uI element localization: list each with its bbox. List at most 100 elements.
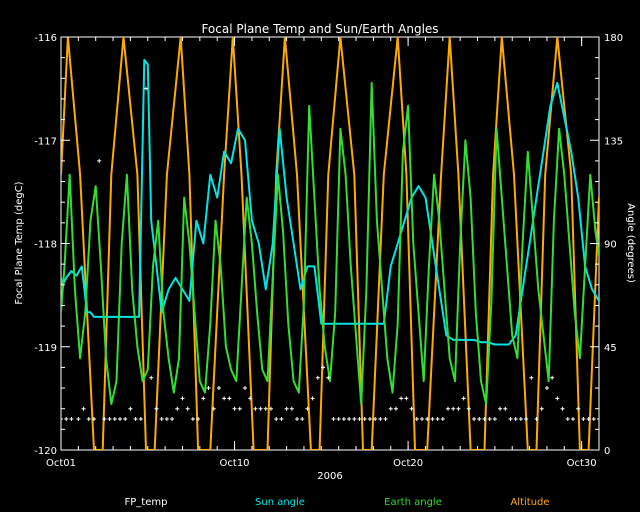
x-tick-label: Oct10 — [220, 458, 250, 469]
fp-temp-point — [409, 406, 414, 411]
fp-temp-point — [393, 406, 398, 411]
fp-temp-point — [440, 417, 445, 422]
fp-temp-point — [425, 417, 430, 422]
fp-temp-point — [451, 406, 456, 411]
fp-temp-point — [61, 417, 63, 422]
fp-temp-point — [305, 406, 310, 411]
y-axis-label-left: Focal Plane Temp (degC) — [14, 181, 25, 304]
fp-temp-point — [529, 375, 534, 380]
y-right-tick-label: 135 — [604, 136, 623, 147]
fp-temp-point — [64, 417, 69, 422]
legend-item: Earth angle — [384, 497, 442, 508]
fp-temp-point — [565, 417, 570, 422]
fp-temp-point — [180, 396, 185, 401]
fp-temp-point — [383, 417, 388, 422]
fp-temp-point — [242, 386, 247, 391]
fp-temp-point — [362, 417, 367, 422]
fp-temp-point — [91, 417, 96, 422]
fp-temp-point — [154, 406, 159, 411]
fp-temp-point — [518, 417, 523, 422]
fp-temp-point — [466, 406, 471, 411]
fp-temp-point — [237, 406, 242, 411]
fp-temp-point — [419, 417, 424, 422]
fp-temp-point — [586, 417, 591, 422]
fp-temp-point — [399, 396, 404, 401]
fp-temp-point — [185, 406, 190, 411]
y-right-tick-label: 0 — [604, 446, 610, 457]
series-sun-angle — [61, 58, 599, 346]
fp-temp-point — [211, 406, 216, 411]
fp-temp-point — [550, 375, 555, 380]
fp-temp-point — [341, 417, 346, 422]
fp-temp-point — [149, 375, 154, 380]
fp-temp-point — [258, 406, 263, 411]
axis-layer: Oct01 Oct10 Oct20 Oct30 -120 -119 -118 -117 -116… — [34, 33, 623, 469]
fp-temp-point — [430, 417, 435, 422]
fp-temp-point — [534, 417, 539, 422]
fp-temp-point — [435, 417, 440, 422]
y-left-tick-label: -116 — [34, 33, 57, 44]
fp-temp-point — [222, 396, 227, 401]
fp-temp-point — [555, 396, 560, 401]
legend-item: Altitude — [510, 497, 549, 508]
fp-temp-point — [227, 396, 232, 401]
fp-temp-point — [487, 417, 492, 422]
y-right-tick-label: 90 — [604, 240, 617, 251]
y-axis-label-right: Angle (degrees) — [625, 203, 636, 283]
series-line — [61, 81, 599, 406]
series-layer — [61, 37, 599, 450]
fp-temp-point — [190, 417, 195, 422]
fp-temp-point — [102, 417, 107, 422]
fp-temp-point — [86, 417, 91, 422]
y-right-tick-label: 45 — [604, 343, 617, 354]
fp-temp-point — [279, 417, 284, 422]
fp-temp-point — [268, 406, 273, 411]
fp-temp-point — [170, 417, 175, 422]
fp-temp-point — [498, 406, 503, 411]
fp-temp-point — [544, 386, 549, 391]
fp-temp-point — [107, 417, 112, 422]
fp-temp-point — [326, 375, 331, 380]
chart-title: Focal Plane Temp and Sun/Earth Angles — [201, 22, 438, 36]
fp-temp-point — [388, 406, 393, 411]
fp-temp-point — [591, 417, 596, 422]
fp-temp-point — [159, 417, 164, 422]
fp-temp-point — [274, 417, 279, 422]
fp-temp-point — [508, 417, 513, 422]
fp-temp-point — [581, 417, 586, 422]
fp-temp-point — [97, 158, 102, 163]
fp-temp-point — [133, 417, 138, 422]
fp-temp-point — [206, 386, 211, 391]
fp-temp-point — [289, 406, 294, 411]
fp-temp-point — [123, 417, 128, 422]
legend: FP_temp Sun angle Earth angle Altitude — [125, 497, 550, 508]
legend-item: FP_temp — [125, 497, 168, 508]
fp-temp-point — [253, 406, 258, 411]
fp-temp-point — [477, 417, 482, 422]
fp-temp-point — [576, 406, 581, 411]
legend-item: Sun angle — [255, 497, 305, 508]
fp-temp-point — [263, 406, 268, 411]
series-line — [61, 37, 599, 450]
series-fp-temp — [61, 86, 599, 422]
fp-temp-point — [76, 417, 81, 422]
fp-temp-point — [524, 417, 529, 422]
fp-temp-point — [560, 406, 565, 411]
y-right-tick-label: 180 — [604, 33, 623, 44]
series-line — [61, 58, 599, 346]
y-left-tick-label: -118 — [34, 240, 57, 251]
fp-temp-point — [367, 417, 372, 422]
x-tick-label: Oct01 — [46, 458, 76, 469]
x-axis-label: 2006 — [317, 471, 342, 482]
fp-temp-point — [201, 396, 206, 401]
fp-temp-point — [492, 417, 497, 422]
fp-temp-point — [482, 417, 487, 422]
fp-temp-point — [300, 417, 305, 422]
fp-temp-point — [284, 406, 289, 411]
fp-temp-point — [164, 417, 169, 422]
fp-temp-point — [352, 417, 357, 422]
fp-temp-point — [472, 417, 477, 422]
fp-temp-point — [539, 406, 544, 411]
series-earth-angle — [61, 81, 599, 406]
